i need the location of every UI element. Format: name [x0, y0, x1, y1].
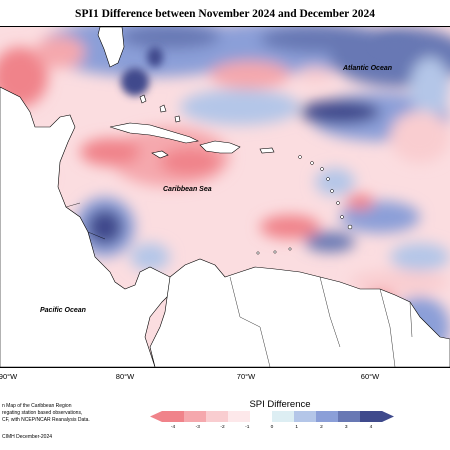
legend-title: SPI Difference	[249, 399, 311, 410]
hispaniola	[199, 140, 241, 154]
credit-line-3: CF, with NCEP/NCAR Reanalysis Data.	[2, 417, 90, 423]
legend-colorbar	[150, 411, 394, 422]
lon-tick-90w: 90°W	[0, 372, 18, 381]
legend-tick-label: -2	[220, 425, 225, 430]
legend-cell	[294, 411, 317, 422]
legend-tick-label: 2	[320, 425, 323, 430]
lon-tick-60w: 60°W	[360, 372, 380, 381]
credit-line-1: n Map of the Caribbean Region	[2, 403, 72, 409]
legend-arrow-left	[150, 411, 162, 422]
legend-tick-label: 3	[344, 425, 348, 430]
label-atlantic-ocean: Atlantic Ocean	[343, 65, 393, 72]
cuba	[109, 122, 199, 144]
map-canvas	[0, 27, 450, 367]
label-pacific-ocean: Pacific Ocean	[40, 307, 86, 314]
country-borders	[65, 202, 413, 367]
legend-cell	[228, 411, 251, 422]
legend-cell	[316, 411, 339, 422]
legend-tick-label: 0	[270, 425, 274, 430]
legend-cell	[338, 411, 361, 422]
legend-tick-label: -1	[245, 425, 250, 430]
credit-line-4: CIMH December-2024	[2, 434, 53, 440]
legend-tick-label: 4	[369, 425, 373, 430]
land-masses	[0, 27, 450, 367]
label-caribbean-sea: Caribbean Sea	[163, 186, 212, 193]
legend-tick-label: 1	[295, 425, 299, 430]
bahamas-3	[174, 115, 181, 123]
spi-difference-map: Atlantic Ocean Caribbean Sea Pacific Oce…	[0, 26, 450, 368]
lesser-antilles	[256, 155, 353, 255]
legend-tick-label: -4	[170, 425, 176, 430]
legend-cell	[206, 411, 229, 422]
bahamas-1	[139, 94, 147, 104]
legend-cell	[162, 411, 185, 422]
legend-cell	[360, 411, 383, 422]
bahamas-2	[159, 104, 167, 113]
legend-cell	[272, 411, 295, 422]
legend-cell	[250, 411, 273, 422]
florida	[97, 27, 125, 68]
legend-tick-label: -3	[195, 425, 200, 430]
puerto-rico	[259, 147, 275, 154]
jamaica	[151, 150, 169, 159]
legend-cell	[184, 411, 207, 422]
credit-line-2: regating station based observations,	[2, 410, 83, 416]
central-america	[0, 86, 176, 367]
lon-tick-70w: 70°W	[236, 372, 256, 381]
map-title: SPI1 Difference between November 2024 an…	[75, 8, 375, 20]
lon-tick-80w: 80°W	[115, 372, 135, 381]
spi-field-detail	[121, 37, 417, 96]
legend-arrow-right	[382, 411, 394, 422]
